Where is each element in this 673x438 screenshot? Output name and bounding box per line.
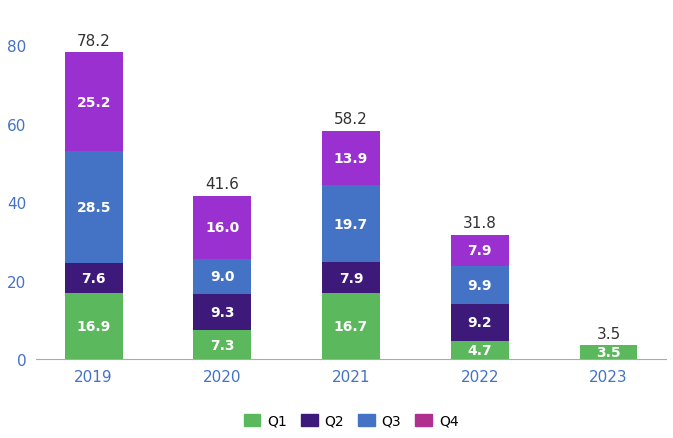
Bar xyxy=(322,294,380,359)
Bar xyxy=(193,294,251,331)
Text: 9.2: 9.2 xyxy=(468,316,492,330)
Bar xyxy=(451,341,509,359)
Bar xyxy=(451,305,509,341)
Text: 25.2: 25.2 xyxy=(77,95,111,110)
Text: 41.6: 41.6 xyxy=(205,177,240,192)
Text: 13.9: 13.9 xyxy=(334,152,368,166)
Text: 9.3: 9.3 xyxy=(210,305,235,319)
Bar xyxy=(322,186,380,263)
Bar xyxy=(579,346,637,359)
Legend: Q1, Q2, Q3, Q4: Q1, Q2, Q3, Q4 xyxy=(238,408,464,434)
Text: 3.5: 3.5 xyxy=(596,326,621,341)
Text: 16.0: 16.0 xyxy=(205,221,240,235)
Bar xyxy=(193,331,251,359)
Bar xyxy=(322,131,380,186)
Bar xyxy=(193,196,251,259)
Text: 9.9: 9.9 xyxy=(468,279,492,293)
Bar xyxy=(451,266,509,305)
Text: 7.9: 7.9 xyxy=(339,272,363,285)
Text: 58.2: 58.2 xyxy=(334,112,368,127)
Text: 31.8: 31.8 xyxy=(463,215,497,230)
Text: 9.0: 9.0 xyxy=(210,270,235,283)
Bar xyxy=(322,263,380,294)
Text: 78.2: 78.2 xyxy=(77,33,110,49)
Text: 16.7: 16.7 xyxy=(334,319,368,333)
Text: 7.9: 7.9 xyxy=(468,244,492,258)
Text: 19.7: 19.7 xyxy=(334,217,368,231)
Bar xyxy=(65,53,122,152)
Bar xyxy=(193,259,251,294)
Text: 3.5: 3.5 xyxy=(596,345,621,359)
Text: 7.3: 7.3 xyxy=(210,338,235,352)
Text: 4.7: 4.7 xyxy=(468,343,492,357)
Text: 16.9: 16.9 xyxy=(77,319,111,333)
Bar xyxy=(451,235,509,266)
Text: 28.5: 28.5 xyxy=(77,201,111,215)
Bar xyxy=(65,152,122,263)
Bar xyxy=(65,293,122,359)
Bar xyxy=(65,263,122,293)
Text: 7.6: 7.6 xyxy=(81,271,106,285)
